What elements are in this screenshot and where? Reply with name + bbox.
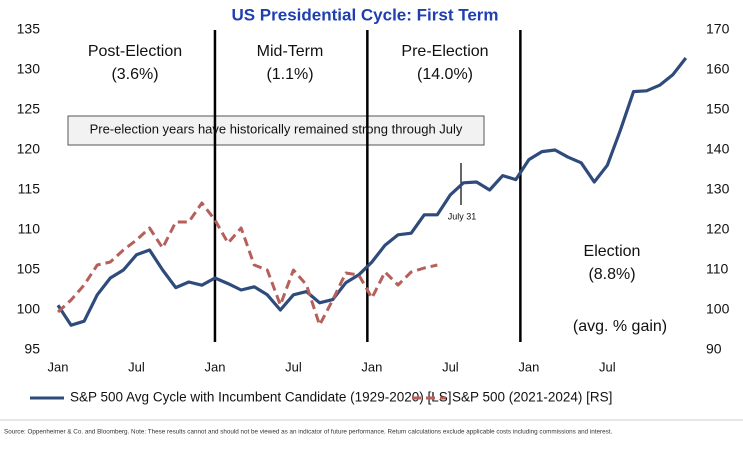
- y2-tick-label: 160: [706, 61, 730, 77]
- y-tick-label: 105: [17, 261, 41, 277]
- x-tick-label: Jul: [599, 359, 616, 374]
- series-line: [56, 57, 688, 327]
- x-tick-label: Jul: [442, 359, 459, 374]
- y2-tick-label: 100: [706, 301, 730, 317]
- y-tick-label: 125: [17, 101, 41, 117]
- annotation: (8.8%): [588, 266, 635, 283]
- y-tick-label: 115: [18, 181, 41, 197]
- annotation: (14.0%): [417, 66, 473, 83]
- y2-tick-label: 120: [706, 221, 730, 237]
- y2-tick-label: 90: [706, 341, 722, 357]
- y-tick-label: 110: [18, 221, 41, 237]
- y-tick-label: 95: [24, 341, 40, 357]
- x-tick-label: Jul: [128, 359, 145, 374]
- y2-tick-label: 170: [706, 21, 730, 37]
- annotation: Mid-Term: [257, 43, 324, 60]
- annotation: July 31: [448, 211, 477, 221]
- y2-tick-label: 140: [706, 141, 730, 157]
- y-tick-label: 130: [17, 61, 41, 77]
- y2-tick-label: 110: [706, 261, 729, 277]
- legend-label: S&P 500 (2021-2024) [RS]: [452, 390, 612, 405]
- annotation: Post-Election: [88, 43, 182, 60]
- y2-tick-label: 130: [706, 181, 730, 197]
- annotation: (1.1%): [266, 66, 313, 83]
- annotation: (avg. % gain): [573, 318, 667, 335]
- x-tick-label: Jul: [285, 359, 302, 374]
- y-tick-label: 100: [17, 301, 41, 317]
- annotation: Pre-election years have historically rem…: [90, 121, 463, 136]
- annotation: Pre-Election: [401, 43, 488, 60]
- annotation-box: [67, 115, 485, 146]
- annotation: (3.6%): [111, 66, 158, 83]
- x-tick-label: Jan: [204, 359, 225, 374]
- x-tick-label: Jan: [361, 359, 382, 374]
- series-line: [56, 201, 438, 327]
- chart-title: US Presidential Cycle: First Term: [231, 5, 498, 24]
- y-tick-label: 135: [17, 21, 41, 37]
- x-tick-label: Jan: [48, 359, 69, 374]
- x-tick-label: Jan: [518, 359, 539, 374]
- legend-label: S&P 500 Avg Cycle with Incumbent Candida…: [70, 390, 452, 405]
- annotation: Election: [584, 243, 641, 260]
- y-tick-label: 120: [17, 141, 41, 157]
- y2-tick-label: 150: [706, 101, 730, 117]
- source-note: Source: Oppenheimer & Co. and Bloomberg.…: [4, 429, 612, 436]
